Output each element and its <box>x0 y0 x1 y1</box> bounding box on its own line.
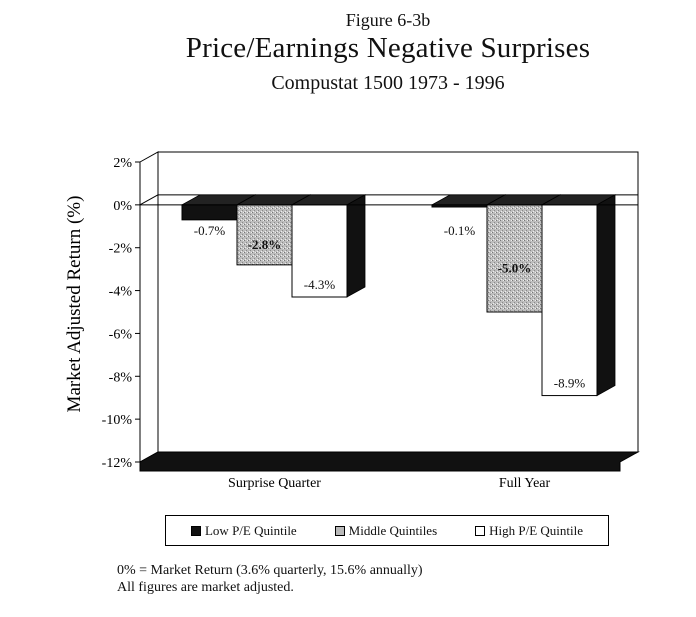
legend-item-high: High P/E Quintile <box>475 523 583 539</box>
y-tick-label: -10% <box>102 413 133 428</box>
zero-line-side <box>139 194 159 206</box>
legend-label-middle: Middle Quintiles <box>348 522 438 538</box>
legend: Low P/E Quintile Middle Quintiles High P… <box>165 515 609 546</box>
plot-floor <box>139 451 640 472</box>
bar <box>181 204 238 221</box>
y-tick-label: -12% <box>102 456 133 471</box>
legend-item-middle: Middle Quintiles <box>334 522 438 539</box>
note-market-return: 0% = Market Return (3.6% quarterly, 15.6… <box>117 563 423 578</box>
bar <box>541 204 598 397</box>
figure-label: Figure 6-3b <box>345 10 431 30</box>
bar-side <box>596 194 616 397</box>
bar <box>236 204 293 266</box>
data-label: -4.3% <box>304 277 336 292</box>
legend-label-high: High P/E Quintile <box>489 522 583 538</box>
data-label: -2.8% <box>248 237 282 252</box>
chart-subtitle: Compustat 1500 1973 - 1996 <box>271 72 505 94</box>
y-tick-label: -4% <box>109 285 133 300</box>
y-tick-label: -2% <box>109 242 133 257</box>
plot-side-wall <box>139 151 159 463</box>
legend-item-low: Low P/E Quintile <box>190 522 297 539</box>
y-tick-label: -8% <box>109 370 133 385</box>
y-tick-label: -6% <box>109 327 133 342</box>
y-tick-label: 2% <box>113 156 132 171</box>
data-label: -0.1% <box>444 223 476 238</box>
y-tick-label: 0% <box>113 199 132 214</box>
legend-label-low: Low P/E Quintile <box>204 522 297 538</box>
legend-swatch-low <box>190 525 201 536</box>
bar-side <box>346 194 366 298</box>
x-tick-label: Surprise Quarter <box>228 476 321 491</box>
legend-swatch-middle <box>334 525 345 536</box>
y-axis-title: Market Adjusted Return (%) <box>64 196 85 413</box>
note-market-adjusted: All figures are market adjusted. <box>117 580 294 595</box>
bar-chart: 2% 0% -2% -4% -6% -8% -10% -12% Market Adjusted … <box>64 151 640 491</box>
data-label: -0.7% <box>194 223 226 238</box>
data-label: -5.0% <box>498 260 532 275</box>
data-label: -8.9% <box>554 376 586 391</box>
chart-title: Price/Earnings Negative Surprises <box>185 32 591 64</box>
legend-swatch-high <box>475 525 486 536</box>
bar <box>486 204 543 313</box>
x-tick-label: Full Year <box>499 476 551 491</box>
